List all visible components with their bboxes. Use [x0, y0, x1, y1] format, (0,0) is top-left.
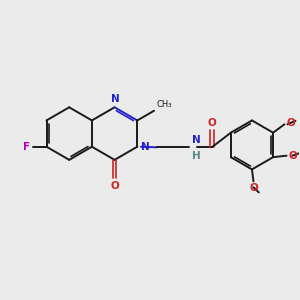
Text: N: N — [141, 142, 150, 152]
Text: F: F — [23, 142, 30, 152]
Text: N: N — [192, 135, 201, 145]
Text: O: O — [249, 183, 258, 193]
Text: N: N — [111, 94, 120, 104]
Text: O: O — [286, 118, 295, 128]
Text: CH₃: CH₃ — [156, 100, 172, 109]
Text: O: O — [288, 151, 297, 161]
Text: O: O — [207, 118, 216, 128]
Text: O: O — [110, 182, 119, 191]
Text: H: H — [192, 151, 201, 161]
